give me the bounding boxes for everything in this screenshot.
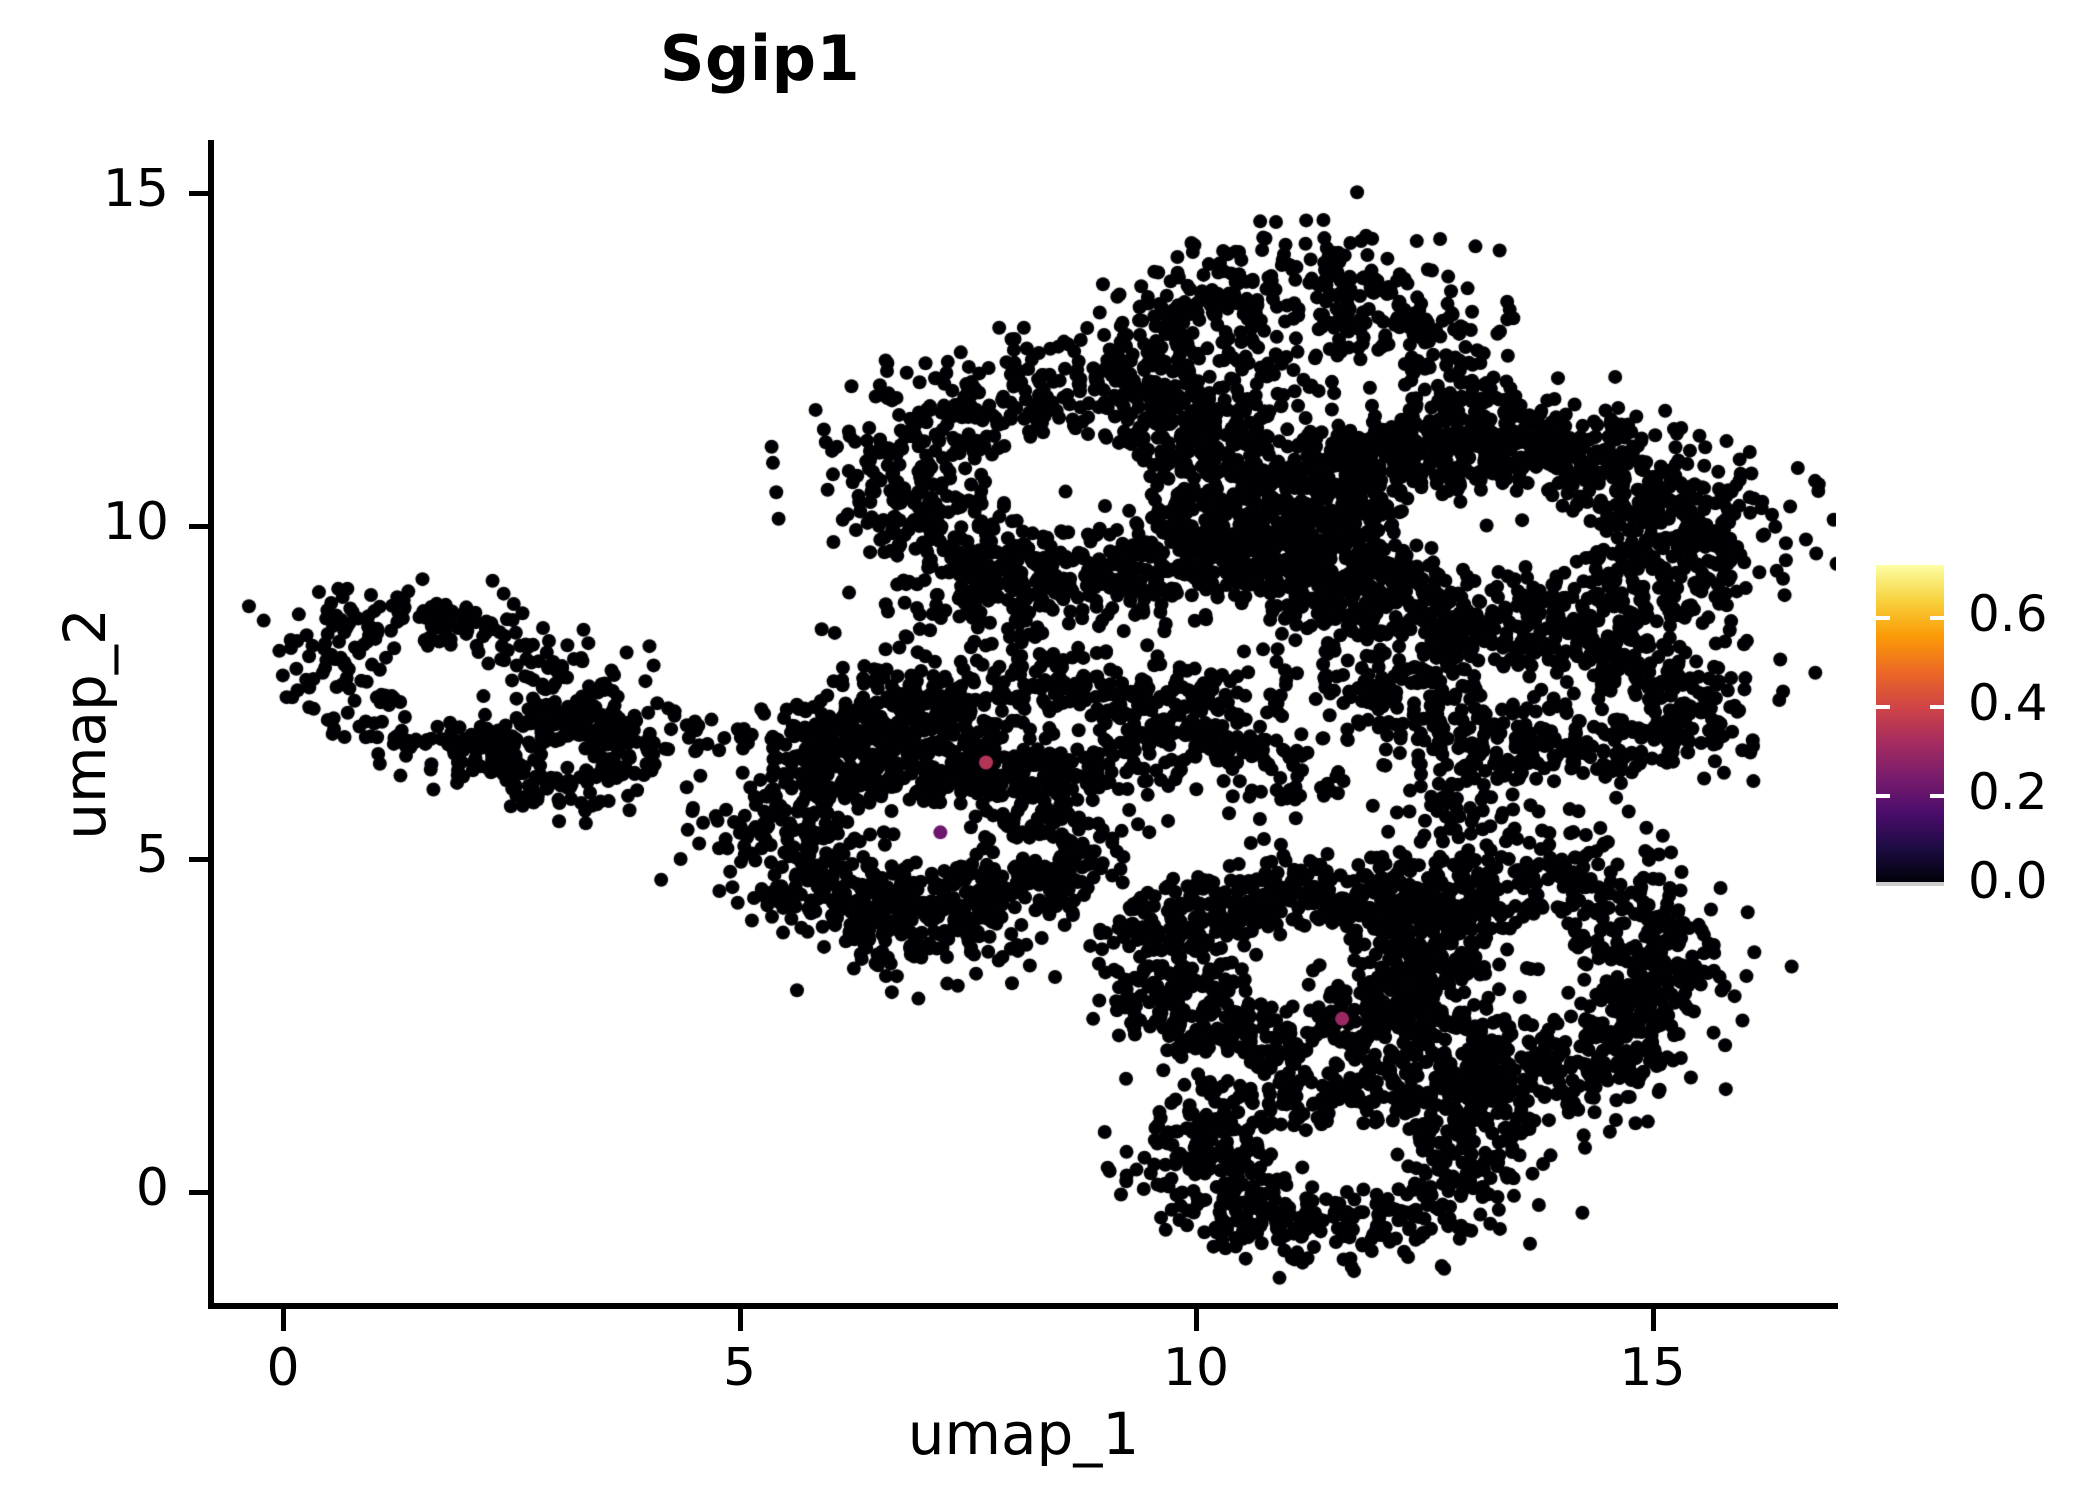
scatter-plot-area	[211, 140, 1836, 1306]
colorbar-tick-mark	[1930, 705, 1944, 710]
colorbar-tick-mark	[1930, 616, 1944, 621]
page-title: Sgip1	[659, 22, 861, 95]
x-tick-label: 5	[722, 1338, 757, 1398]
y-tick-mark	[189, 1190, 211, 1195]
x-tick-label: 0	[266, 1338, 300, 1398]
x-tick-mark	[1650, 1309, 1656, 1331]
x-tick-mark	[281, 1309, 286, 1331]
x-tick-label: 10	[1162, 1338, 1230, 1398]
y-tick-mark	[189, 524, 211, 529]
y-tick-label: 10	[102, 492, 169, 552]
y-tick-mark	[189, 857, 211, 862]
colorbar-tick-label: 0.2	[1968, 763, 2048, 822]
colorbar-tick-mark	[1876, 882, 1944, 886]
y-axis-label: umap_2	[51, 608, 119, 840]
x-tick-label: 15	[1619, 1338, 1686, 1398]
colorbar-tick-mark	[1876, 705, 1890, 710]
colorbar-tick-label: 0.0	[1968, 852, 2048, 910]
x-tick-mark	[737, 1309, 743, 1331]
y-tick-label: 15	[102, 159, 169, 219]
colorbar-tick-mark	[1876, 616, 1890, 621]
scatter-points-canvas	[211, 140, 1836, 1306]
colorbar-tick-label: 0.6	[1968, 585, 2048, 644]
x-tick-mark	[1194, 1309, 1199, 1331]
colorbar-tick-label: 0.4	[1968, 674, 2048, 733]
x-axis-spine	[208, 1303, 1838, 1309]
colorbar-tick-mark	[1876, 794, 1890, 799]
y-tick-label: 0	[135, 1158, 169, 1218]
y-tick-mark	[189, 191, 211, 196]
y-tick-label: 5	[135, 825, 169, 885]
colorbar-tick-mark	[1930, 794, 1944, 799]
x-axis-label: umap_1	[907, 1400, 1140, 1468]
colorbar-gradient	[1876, 565, 1944, 885]
